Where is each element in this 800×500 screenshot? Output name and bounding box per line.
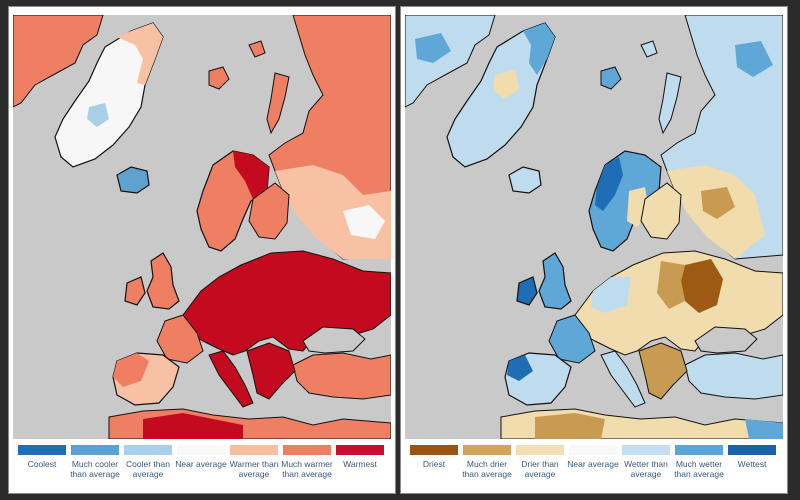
legend-item-warmest: Warmest <box>335 445 385 491</box>
legend-swatch <box>728 445 776 455</box>
legend-item-near-average: Near average <box>175 445 227 491</box>
legend-label: Near average <box>567 459 619 469</box>
ukraine-driest <box>681 259 723 313</box>
legend-label: Much drier than average <box>462 459 512 479</box>
legend-item-near-average: Near average <box>567 445 619 491</box>
legend-swatch <box>336 445 384 455</box>
balkans <box>638 342 688 400</box>
russia-much-wetter-patch <box>735 41 773 77</box>
italy <box>208 350 254 408</box>
legend-swatch <box>283 445 331 455</box>
temperature-map <box>13 15 391 439</box>
legend-item-coolest: Coolest <box>17 445 67 491</box>
canada-landmass <box>13 15 104 108</box>
italy <box>600 350 646 408</box>
legend-swatch <box>230 445 278 455</box>
russia-much-drier-patch <box>701 187 735 219</box>
legend-item-wettest: Wettest <box>727 445 777 491</box>
turkey <box>684 352 783 400</box>
legend-swatch <box>463 445 511 455</box>
legend-swatch <box>675 445 723 455</box>
iceland <box>508 166 542 194</box>
legend-swatch <box>124 445 172 455</box>
east-europe-much-drier <box>657 261 685 309</box>
legend-item-cooler: Cooler than average <box>123 445 173 491</box>
precipitation-map-svg <box>405 15 783 439</box>
precipitation-legend: Driest Much drier than average Drier tha… <box>405 445 783 491</box>
precipitation-map-panel: Driest Much drier than average Drier tha… <box>400 6 788 494</box>
scandinavia-warmest <box>233 151 269 199</box>
legend-label: Cooler than average <box>126 459 170 479</box>
finland <box>248 182 290 240</box>
legend-swatch <box>622 445 670 455</box>
legend-swatch <box>18 445 66 455</box>
legend-item-wetter: Wetter than average <box>621 445 671 491</box>
legend-item-much-cooler: Much cooler than average <box>70 445 120 491</box>
france <box>548 314 596 364</box>
legend-swatch <box>177 445 225 455</box>
greenland-drier <box>493 69 519 99</box>
legend-label: Drier than average <box>521 459 559 479</box>
north-africa-much-drier <box>535 413 605 439</box>
greenland-warm-edge <box>117 23 163 85</box>
balkans <box>246 342 296 400</box>
temperature-map-panel: Coolest Much cooler than average Cooler … <box>8 6 396 494</box>
temperature-legend: Coolest Much cooler than average Cooler … <box>13 445 391 491</box>
franz-josef-land <box>248 40 266 58</box>
legend-swatch <box>71 445 119 455</box>
great-britain <box>538 252 572 310</box>
greenland-cooler-patch <box>87 103 109 127</box>
legend-item-warmer: Warmer than average <box>229 445 279 491</box>
legend-label: Much cooler than average <box>70 459 120 479</box>
france <box>156 314 204 364</box>
legend-label: Wettest <box>737 459 767 469</box>
ireland <box>124 276 146 306</box>
finland <box>640 182 682 240</box>
svalbard <box>208 66 230 90</box>
svalbard <box>600 66 622 90</box>
legend-label: Much warmer than average <box>281 459 333 479</box>
legend-swatch <box>569 445 617 455</box>
legend-swatch <box>516 445 564 455</box>
novaya-zemlya <box>266 72 290 135</box>
scandinavia-wettest <box>595 157 623 211</box>
novaya-zemlya <box>658 72 682 135</box>
black-sea <box>302 326 366 354</box>
iceland <box>116 166 150 194</box>
precipitation-map <box>405 15 783 439</box>
legend-item-much-warmer: Much warmer than average <box>281 445 333 491</box>
legend-label: Driest <box>422 459 446 469</box>
legend-item-drier: Drier than average <box>515 445 565 491</box>
legend-item-much-wetter: Much wetter than average <box>674 445 724 491</box>
legend-label: Warmer than average <box>229 459 279 479</box>
legend-swatch <box>410 445 458 455</box>
temperature-map-svg <box>13 15 391 439</box>
legend-item-much-drier: Much drier than average <box>462 445 512 491</box>
ireland <box>516 276 538 306</box>
germany-wetter <box>591 277 631 313</box>
great-britain <box>146 252 180 310</box>
legend-label: Coolest <box>27 459 57 469</box>
legend-label: Warmest <box>343 459 377 469</box>
north-africa-warmest <box>143 413 243 439</box>
iberia-much-warmer <box>113 353 149 387</box>
black-sea <box>694 326 758 354</box>
legend-item-driest: Driest <box>409 445 459 491</box>
franz-josef-land <box>640 40 658 58</box>
legend-label: Much wetter than average <box>674 459 724 479</box>
canada-wetter-patch <box>415 33 451 63</box>
iberia-wettest <box>507 355 533 381</box>
middle-east-wetter <box>745 419 783 439</box>
urals-near-average <box>343 205 385 239</box>
legend-label: Near average <box>175 459 227 469</box>
turkey <box>292 352 391 400</box>
greenland-much-wetter <box>523 23 555 75</box>
legend-label: Wetter than average <box>624 459 668 479</box>
